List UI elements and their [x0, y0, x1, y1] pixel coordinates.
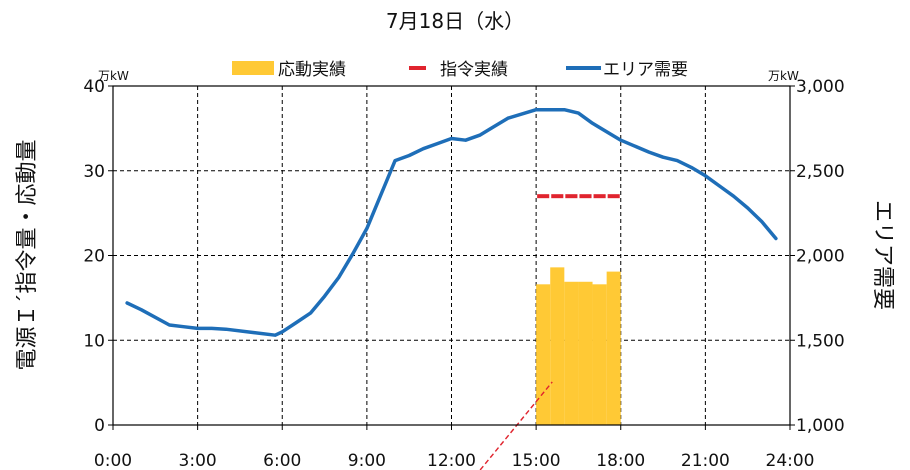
x-tick-label: 21:00	[681, 451, 730, 470]
right-tick-label: 2,000	[796, 247, 845, 267]
right-tick-label: 3,000	[796, 77, 845, 97]
x-tick-label: 18:00	[596, 451, 645, 470]
x-tick-label: 9:00	[348, 451, 386, 470]
axes: 0:00 3:00 6:00 9:00 12:00 15:00 18:00 21:00 24:0…	[83, 77, 844, 470]
response-bar	[578, 281, 593, 425]
legend-label-command: 指令実績	[440, 60, 508, 80]
right-tick-label: 2,500	[796, 162, 845, 182]
left-tick-label: 20	[83, 247, 105, 267]
left-tick-label: 30	[83, 162, 105, 182]
demand-line	[125, 107, 778, 337]
x-tick-label: 0:00	[94, 451, 132, 470]
x-tick-label: 6:00	[263, 451, 301, 470]
response-bar	[564, 281, 579, 425]
chart-title: 7月18日（水）	[386, 9, 524, 33]
left-tick-label: 40	[83, 77, 105, 97]
response-bar	[592, 284, 607, 425]
legend: 応動実績 指令実績 エリア需要	[232, 60, 688, 80]
legend-label-response: 応動実績	[278, 60, 346, 80]
legend-swatch-response	[232, 61, 274, 75]
right-axis-label: エリア需要	[870, 200, 895, 310]
left-tick-label: 10	[83, 331, 105, 351]
legend-label-demand: エリア需要	[603, 60, 688, 80]
left-axis-label: 電源Ｉ´指令量・応動量	[15, 139, 40, 370]
right-tick-label: 1,000	[796, 416, 845, 436]
bars	[536, 267, 621, 425]
x-tick-label: 3:00	[179, 451, 217, 470]
left-tick-label: 0	[94, 416, 105, 436]
response-bar	[606, 271, 621, 425]
annotation-arrow	[479, 381, 553, 470]
right-tick-label: 1,500	[796, 331, 845, 351]
left-axis-unit: 万kW	[98, 69, 129, 83]
x-tick-label: 12:00	[427, 451, 476, 470]
grid	[113, 86, 790, 425]
right-axis-unit: 万kW	[768, 69, 799, 83]
demand-series	[125, 107, 778, 337]
response-bar	[536, 284, 551, 425]
x-tick-label: 15:00	[512, 451, 561, 470]
response-bar	[550, 267, 565, 425]
annotation	[479, 381, 553, 470]
x-tick-label: 24:00	[766, 451, 815, 470]
